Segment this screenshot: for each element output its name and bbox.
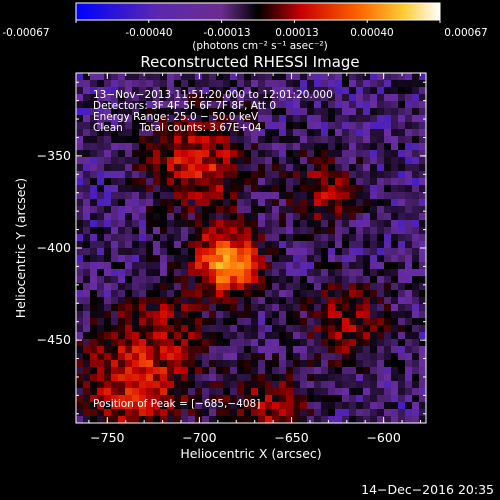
x-tick-label: −700	[182, 430, 216, 445]
colorbar-tick-label: 0.00013	[275, 27, 318, 39]
heatmap-cells	[76, 73, 426, 423]
colorbar-ticks	[75, 20, 441, 23]
x-tick-label: −600	[366, 430, 400, 445]
annotation-peak-position: Position of Peak = [−685,−408]	[93, 398, 260, 410]
y-tick-label: −400	[37, 240, 71, 255]
x-tick-label: −650	[274, 430, 308, 445]
annotation-time-range: 13−Nov−2013 11:51:20.000 to 12:01:20.000	[93, 89, 333, 101]
annotation-clean-counts: Clean Total counts: 3.67E+04	[93, 122, 262, 134]
colorbar-tick-label: -0.00040	[125, 27, 172, 39]
x-tick-label: −750	[90, 430, 124, 445]
x-axis: −750 −700 −650 −600	[88, 73, 421, 445]
annotation-energy-range: Energy Range: 25.0 − 50.0 keV	[93, 111, 259, 123]
y-axis: −350 −400 −450	[37, 81, 426, 415]
annotation-detectors: Detectors: 3F 4F 5F 6F 7F 8F, Att 0	[93, 100, 276, 112]
colorbar-unit: (photons cm⁻² s⁻¹ asec⁻²)	[192, 40, 327, 52]
footer-date: 14−Dec−2016 20:35	[361, 482, 494, 497]
y-tick-label: −450	[37, 332, 71, 347]
colorbar	[75, 2, 441, 21]
colorbar-tick-label: -0.00013	[203, 27, 250, 39]
colorbar-tick-label: 0.00040	[350, 27, 393, 39]
x-axis-label: Heliocentric X (arcsec)	[180, 446, 321, 461]
y-axis-label: Heliocentric Y (arcsec)	[13, 178, 28, 318]
y-tick-label: −350	[37, 148, 71, 163]
colorbar-tick-label: 0.00067	[444, 27, 487, 39]
colorbar-tick-label: -0.00067	[2, 27, 49, 39]
chart-title: Reconstructed RHESSI Image	[140, 53, 359, 71]
